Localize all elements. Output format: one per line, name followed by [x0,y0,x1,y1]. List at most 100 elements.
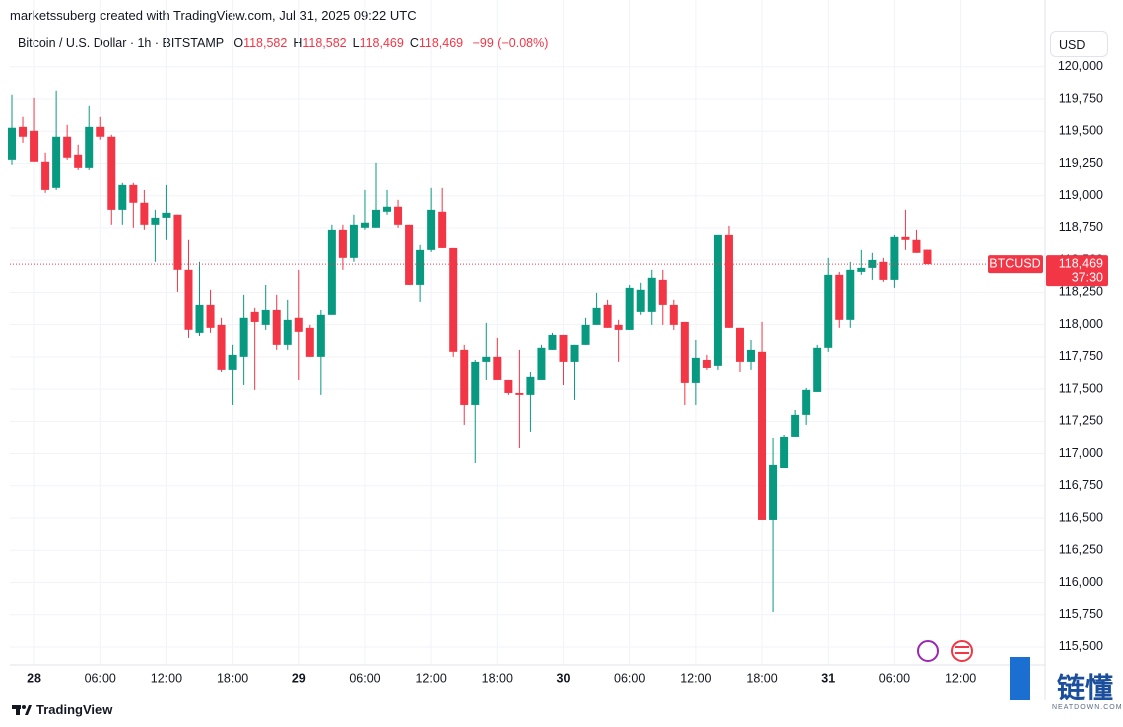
ohlc-key: C [409,36,419,50]
y-tick-label: 119,250 [1059,156,1103,170]
candle-body [460,349,469,405]
y-tick-label: 116,750 [1059,478,1103,492]
x-tick-label: 29 [292,671,306,685]
candle-body [923,249,932,265]
x-tick-label: 30 [557,671,571,685]
candle-body [96,126,105,137]
y-tick-label: 119,750 [1059,91,1103,105]
y-tick-label: 119,500 [1059,124,1103,138]
candle-body [537,347,546,380]
flag-icon[interactable] [951,640,973,662]
flag-stripe [955,646,969,648]
candle-body [30,130,39,162]
footer-brand: TradingView [36,702,113,717]
candle-body [360,222,369,228]
y-tick-label: 115,500 [1059,639,1103,653]
event-icon[interactable] [917,640,939,662]
y-tick-label: 116,500 [1059,510,1103,524]
flag-stripe [955,652,969,654]
candle-body [74,154,83,168]
candle-body [151,217,160,225]
watermark-name: 链懂 [1057,672,1113,700]
candle-body [228,354,237,370]
candle-body [526,376,535,395]
candle-body [349,224,358,258]
candle-body [405,224,414,285]
candle-body [603,304,612,328]
x-tick-label: 28 [27,671,41,685]
candle-body [107,136,116,210]
x-tick-label: 06:00 [349,671,380,685]
candle-body [217,324,226,370]
candle-body [416,249,425,285]
candle-body [394,206,403,225]
candle-body [63,136,72,158]
candle-body [515,392,524,395]
y-tick-label: 118,750 [1059,220,1103,234]
candle-body [250,311,259,322]
logo-part [22,704,26,709]
watermark: 链懂 [1010,657,1113,700]
candle-body [482,356,491,362]
ohlc-value: 118,469 [359,36,404,50]
ohlc-value: 118,582 [302,36,347,50]
candles [8,90,932,613]
credit: marketssuberg created with TradingView.c… [10,8,417,23]
x-tick-label: 12:00 [945,671,976,685]
icons [917,640,973,662]
candle-body [316,314,325,357]
candle-body [85,126,94,168]
y-tick-label: 117,000 [1059,446,1103,460]
candle-body [570,344,579,362]
candle-body [427,209,436,250]
y-tick-label: 120,000 [1058,59,1103,73]
y-tick-label: 117,750 [1059,349,1103,363]
x-tick-label: 18:00 [746,671,777,685]
candle-body [449,247,458,352]
symbol-tag [988,255,1043,274]
logo-part [25,704,32,715]
candle-body [559,334,568,362]
y-tick-label: 119,000 [1059,188,1103,202]
countdown-label: 37:30 [1072,270,1103,284]
currency-button[interactable]: USD [1050,31,1108,57]
candle-body [19,126,28,137]
symbol: Bitcoin / U.S. Dollar · 1h · BITSTAMP [18,36,224,50]
candle-body [658,279,667,305]
candle-body [592,307,601,325]
x-tick-label: 18:00 [482,671,513,685]
x-tick-label: 06:00 [614,671,645,685]
candle-body [206,304,215,328]
x-tick-label: 12:00 [415,671,446,685]
grid [10,0,1045,665]
y-tick-label: 116,250 [1059,543,1103,557]
candle-body [471,361,480,405]
candle-body [724,234,733,328]
candle-body [680,321,689,383]
candle-body [912,239,921,253]
candle-body [625,287,634,330]
candle-body [824,274,833,348]
candle-body [52,136,61,188]
x-tick-label: 12:00 [151,671,182,685]
candle-body [239,317,248,357]
y-tick-label: 118,000 [1059,317,1103,331]
price-tag [1046,255,1108,287]
candle-body [118,184,127,210]
ohlc-value: 118,469 [418,36,464,50]
candle-body [614,324,623,330]
candle-body [294,317,303,332]
candle-body [802,389,811,415]
candle-body [8,127,16,160]
x-tick-label: 12:00 [680,671,711,685]
candle-body [283,319,292,345]
candle-body [758,351,767,520]
candle-body [195,304,204,333]
candle-body [702,359,711,368]
y-tick-label: 117,250 [1059,414,1103,428]
x-tick-label: 31 [821,671,835,685]
ohlc-key: H [293,36,303,50]
candle-body [901,236,910,240]
candle-body [493,356,502,380]
